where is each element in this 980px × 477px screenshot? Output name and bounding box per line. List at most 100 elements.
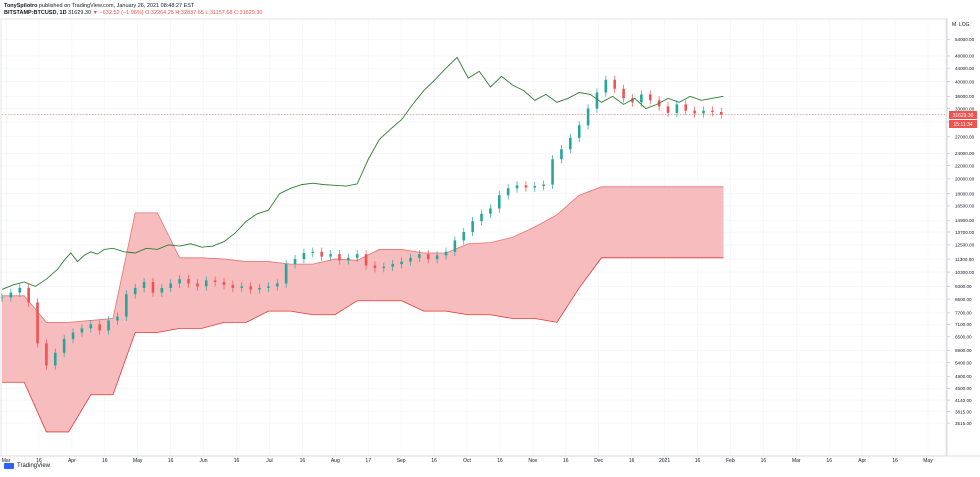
- log-scale-toggle-m[interactable]: M: [952, 22, 956, 28]
- last-price-marker: 31629.30 15:11:34: [949, 111, 977, 128]
- candle-body: [284, 264, 288, 284]
- candle-body: [560, 149, 563, 160]
- candle-body: [249, 286, 252, 290]
- price-tick-label: 27000.00: [955, 135, 975, 140]
- candle-body: [355, 254, 359, 258]
- candle-body: [418, 254, 421, 258]
- candle-body: [382, 266, 386, 269]
- price-tick-label: 36000.00: [955, 94, 975, 99]
- time-tick-label: Dec: [594, 458, 603, 463]
- time-tick-label: 16: [629, 458, 635, 463]
- price-tick-label: 8500.00: [955, 297, 972, 302]
- candle-body: [275, 283, 279, 287]
- candle-body: [471, 221, 474, 233]
- candle-body: [364, 254, 368, 266]
- time-axis[interactable]: Mar 16 Apr 16 May 16 Jun 16 Jul 16 Aug 17 Sep 16 Oct 16…: [2, 458, 934, 463]
- candle-body: [426, 254, 430, 260]
- price-tick-label: 6500.00: [955, 335, 972, 340]
- price-tick-label: 4500.00: [955, 386, 972, 391]
- candle-body: [133, 287, 137, 295]
- time-tick-label: 16: [826, 458, 832, 463]
- price-tick-label: 13700.00: [955, 230, 975, 235]
- time-tick-label: 16: [36, 458, 42, 463]
- candle-body: [125, 294, 128, 317]
- candle-body: [702, 110, 705, 114]
- log-scale-toggle-log[interactable]: LOG: [959, 22, 970, 28]
- price-tick-label: 3815.00: [955, 409, 972, 414]
- candle-body: [89, 324, 93, 329]
- price-tick-label: 12500.00: [955, 243, 975, 248]
- candle-body: [577, 125, 581, 138]
- candle-body: [196, 283, 199, 287]
- chart-header: TonySpilotro published on TradingView.co…: [4, 3, 262, 17]
- candle-body: [666, 106, 670, 113]
- symbol-line: BITSTAMP:BTCUSD, 1D 31629.30 ▼ −632.52 (…: [4, 10, 262, 17]
- price-tick-label: 5400.00: [955, 361, 972, 366]
- candle-body: [719, 112, 723, 115]
- cloud-lower-edge: [2, 257, 724, 433]
- candle-body: [604, 79, 608, 93]
- candle-body: [373, 265, 377, 269]
- time-tick-label: Sep: [397, 458, 406, 463]
- time-tick-label: Mar: [792, 458, 801, 463]
- ohlc-open: O:32264.25: [145, 10, 174, 16]
- candle-body: [693, 110, 696, 114]
- candle-body: [515, 185, 519, 189]
- price-chart[interactable]: 54000.00 48000.00 44000.00 40000.00 36000.00…: [0, 18, 980, 463]
- candle-body: [524, 185, 528, 188]
- time-tick-label: Apr: [68, 458, 76, 463]
- symbol-name[interactable]: BITSTAMP:BTCUSD, 1D: [4, 10, 67, 16]
- candle-body: [631, 98, 634, 103]
- price-tick-label: 24000.00: [955, 151, 975, 156]
- price-tick-label: 54000.00: [955, 37, 975, 42]
- ohlc-high: H:32837.65: [175, 10, 204, 16]
- price-tick-label: 4140.00: [955, 398, 972, 403]
- lagging-line-path: [1, 56, 724, 290]
- candle-body: [489, 208, 492, 214]
- chart-grid: [2, 20, 945, 455]
- price-axis[interactable]: 54000.00 48000.00 44000.00 40000.00 36000.00…: [947, 37, 975, 426]
- candle-body: [98, 324, 101, 331]
- candle-body: [569, 137, 572, 150]
- candle-body: [480, 213, 483, 222]
- time-tick-label: 16: [431, 458, 437, 463]
- price-tick-label: 22000.00: [955, 163, 975, 168]
- candle-body: [9, 292, 13, 298]
- candle-body: [613, 79, 617, 89]
- author-name[interactable]: TonySpilotro: [4, 3, 38, 9]
- candle-body: [27, 287, 30, 303]
- candle-body: [711, 110, 714, 113]
- candle-body: [18, 287, 22, 293]
- candle-body: [311, 251, 315, 253]
- brand-name[interactable]: TradingView: [17, 463, 51, 469]
- price-tick-label: 10300.00: [955, 270, 975, 275]
- ohlc-low: L:31157.68: [205, 10, 233, 16]
- candle-body: [151, 281, 155, 293]
- candle-body: [231, 284, 235, 288]
- ohlc-close: C:31629.30: [234, 10, 263, 16]
- candle-body: [80, 328, 84, 333]
- candle-body: [329, 254, 332, 257]
- cloud-upper-edge: [2, 186, 724, 323]
- price-tick-label: 16500.00: [955, 204, 975, 209]
- lagging-line: [1, 56, 945, 290]
- time-tick-label: Jul: [266, 458, 272, 463]
- candle-body: [45, 343, 48, 366]
- time-tick-label: 16: [497, 458, 503, 463]
- candle-body: [497, 195, 501, 209]
- price-tick-label: 3515.00: [955, 421, 972, 426]
- price-tick-label: 48000.00: [955, 54, 975, 59]
- cloud-band-area: [2, 186, 724, 432]
- price-tick-label: 33000.00: [955, 106, 975, 111]
- author-line: TonySpilotro published on TradingView.co…: [4, 3, 262, 10]
- time-tick-label: Apr: [858, 458, 866, 463]
- candle-body: [116, 316, 119, 321]
- candle-body: [62, 338, 66, 353]
- candle-body: [409, 257, 412, 262]
- price-tick-label: 44000.00: [955, 66, 975, 71]
- candlestick-series: [0, 75, 723, 370]
- footer: TradingView: [4, 463, 50, 469]
- candle-body: [338, 254, 341, 261]
- candle-body: [36, 302, 39, 344]
- candle-body: [595, 92, 599, 109]
